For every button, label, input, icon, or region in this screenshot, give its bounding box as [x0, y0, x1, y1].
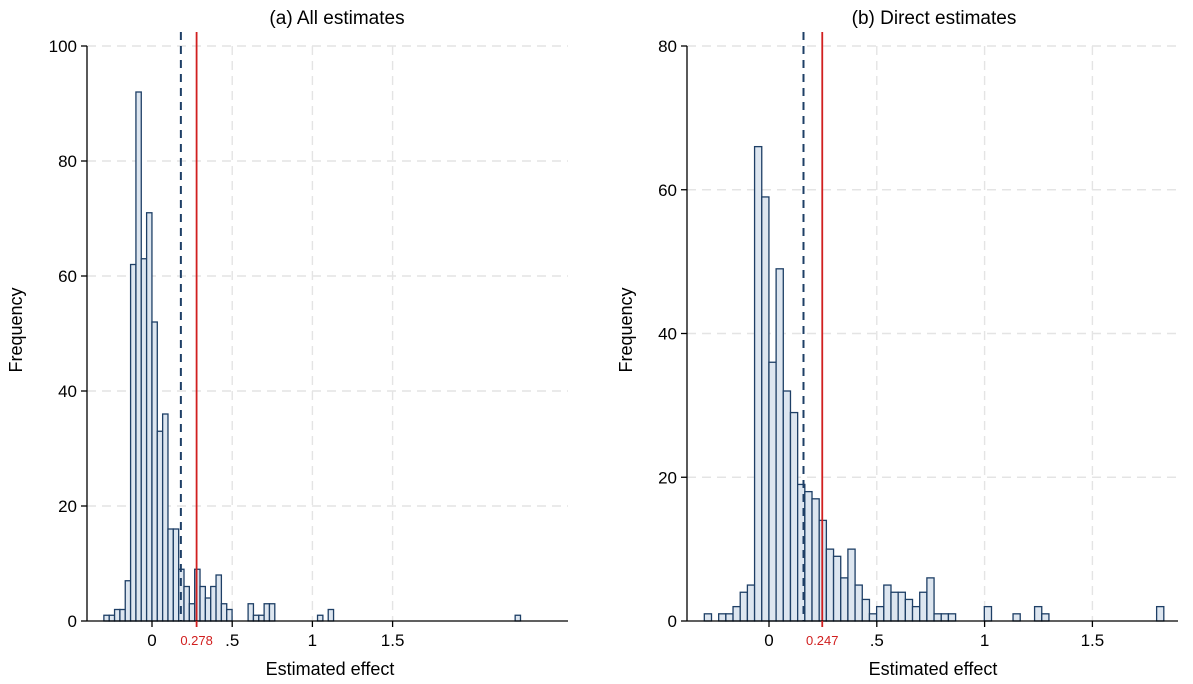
panel-a-bar — [135, 91, 142, 622]
panel-b-bar — [847, 548, 856, 622]
panel-b-bar — [883, 584, 892, 622]
panel-a-bar — [188, 603, 196, 622]
panel-a-x-tick-label: 0 — [147, 631, 156, 650]
panel-a-mean-label: 0.278 — [180, 633, 213, 648]
panel-b-bar — [926, 577, 935, 622]
panel-a-y-tick-label: 0 — [68, 612, 77, 631]
panel-b-bar — [775, 268, 784, 622]
panel-a-x-tick-label: 1.5 — [381, 631, 405, 650]
panel-b-bar — [947, 613, 957, 622]
panel-b-mean-label: 0.247 — [806, 633, 839, 648]
panel-a-bar — [108, 614, 116, 622]
panel-b-bar — [768, 361, 777, 622]
panel-a-y-tick-label: 40 — [58, 382, 77, 401]
panel-b-bar — [1041, 613, 1050, 622]
panel-b-bar — [911, 605, 921, 622]
panel-b-bar — [804, 490, 813, 622]
panel-a-bar — [204, 597, 212, 622]
panel-b-bar — [840, 577, 849, 622]
panel-b-bar — [832, 555, 842, 622]
panel-a-bar — [161, 413, 169, 622]
panel-b-bar — [753, 145, 763, 622]
panel-a-y-axis-label: Frequency — [6, 287, 26, 372]
panel-a-bar — [156, 430, 164, 622]
panel-a-bar — [129, 263, 137, 622]
panel-a-bar — [119, 608, 126, 622]
panel-a-bar — [252, 614, 260, 622]
panel-a-bar — [258, 614, 265, 622]
panel-b-x-tick-label: 1 — [980, 631, 989, 650]
panel-a-title: (a) All estimates — [269, 8, 404, 29]
panel-a-bar — [140, 258, 148, 622]
panel-b-bar — [725, 613, 734, 622]
panel-b-x-tick-label: 0 — [764, 631, 773, 650]
panel-a-bar — [514, 614, 522, 622]
panel-a-y-tick-label: 60 — [58, 267, 77, 286]
panel-b-bar — [1155, 605, 1165, 622]
panel-a-y-tick-label: 100 — [49, 37, 77, 56]
panel-b-bar — [897, 591, 906, 622]
panel-b-y-axis-label: Frequency — [616, 287, 636, 372]
panel-a-bar — [183, 585, 190, 622]
panel-b-bar — [703, 613, 713, 622]
panel-b-bar — [718, 613, 727, 622]
panel-b-y-tick-label: 40 — [658, 325, 677, 344]
panel-a-bar — [167, 528, 174, 622]
panel-a-bar — [316, 614, 324, 622]
panel-a-x-tick-label: .5 — [225, 631, 239, 650]
panel-b-bar — [875, 605, 885, 622]
panel-a-bar — [268, 603, 276, 622]
panel-a-bar — [172, 528, 180, 622]
panel-b-bar — [919, 591, 928, 622]
panel-a-bar — [103, 614, 110, 622]
panel-b-bar — [904, 598, 914, 622]
panel-b-bar — [811, 498, 820, 622]
panel-a-x-axis-label: Estimated effect — [266, 659, 395, 679]
panel-b-bar — [1012, 613, 1021, 622]
panel-b-y-tick-label: 20 — [658, 468, 677, 487]
panel-b-y-tick-label: 80 — [658, 37, 677, 56]
panel-a-bar — [215, 574, 223, 622]
panel-b-bar — [746, 584, 756, 622]
panel-b-y-tick-label: 60 — [658, 181, 677, 200]
panel-a-bar — [327, 608, 335, 622]
panel-b-bar — [789, 411, 799, 622]
panel-a-bar — [263, 603, 271, 622]
panel-a-bar — [145, 212, 153, 622]
panel-a-x-tick-label: 1 — [308, 631, 317, 650]
panel-b-bar — [782, 390, 792, 622]
panel-b-bar — [854, 584, 863, 622]
panel-a-bar — [210, 585, 217, 622]
panel-b-x-tick-label: 1.5 — [1081, 631, 1105, 650]
panel-a-bar — [247, 603, 255, 622]
panel-b-x-axis-label: Estimated effect — [869, 659, 998, 679]
panel-b-bar — [739, 591, 749, 622]
panel-b-bar — [933, 613, 942, 622]
panel-b-bar — [861, 598, 871, 622]
panel-a-y-tick-label: 20 — [58, 497, 77, 516]
panel-a-bar — [220, 603, 228, 622]
panel-a-bar — [151, 321, 158, 622]
panel-b-bar — [825, 548, 835, 622]
panel-b-bar — [732, 605, 741, 622]
panel-a-y-tick-label: 80 — [58, 152, 77, 171]
panel-b-bar — [940, 613, 950, 622]
panel-b-bar — [890, 591, 899, 622]
panel-a-bar — [124, 580, 132, 622]
panel-b-bar — [983, 605, 993, 622]
panel-b-title: (b) Direct estimates — [852, 8, 1017, 29]
panel-b-bar — [1033, 605, 1043, 622]
panel-a-bar — [113, 608, 121, 622]
panel-a-bar — [226, 608, 233, 622]
panel-b-bar — [868, 613, 878, 622]
panel-b-y-tick-label: 0 — [668, 612, 677, 631]
panel-b-bar — [761, 196, 770, 622]
panel-b-x-tick-label: .5 — [870, 631, 884, 650]
panel-a-bar — [199, 585, 207, 622]
